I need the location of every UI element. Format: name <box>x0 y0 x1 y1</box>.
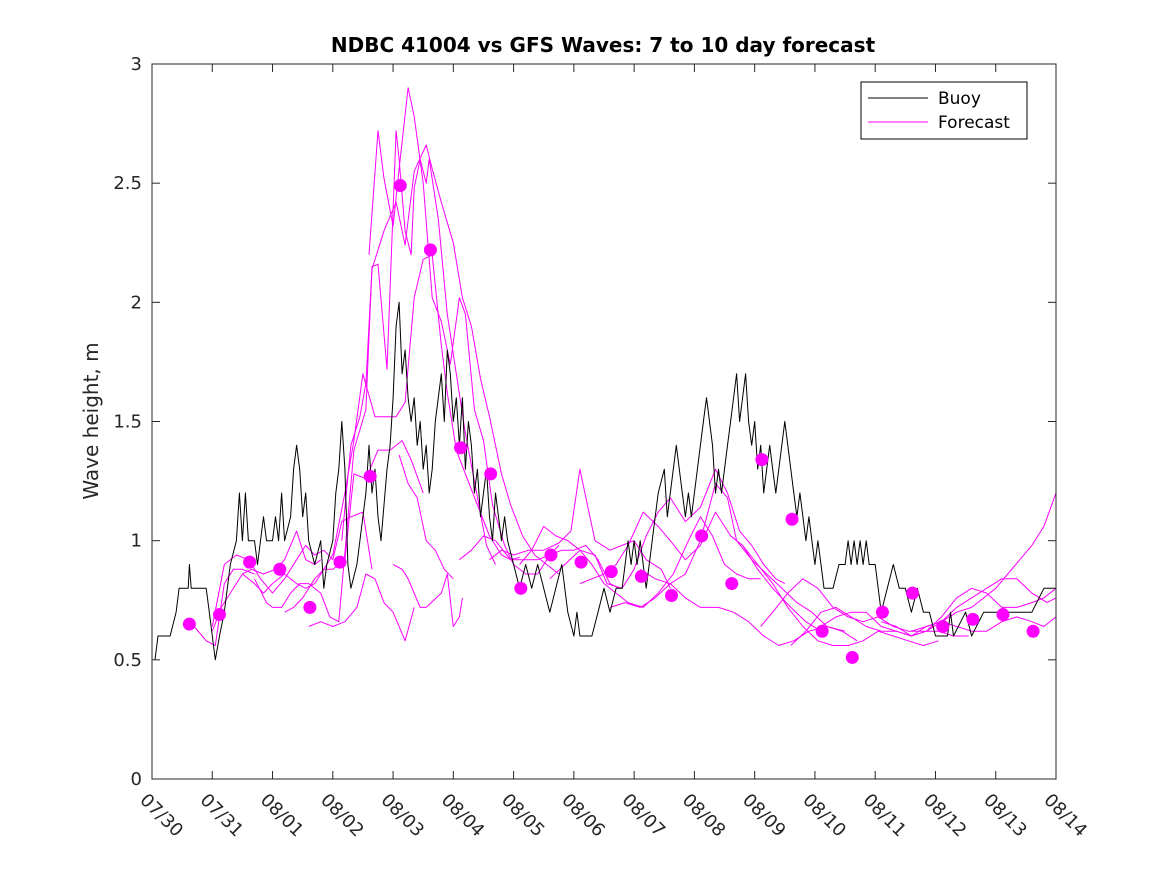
legend: Buoy Forecast <box>860 81 1028 140</box>
y-axis-ticks: 0 0.5 1 1.5 2 2.5 3 <box>113 54 1056 790</box>
forecast-marker-point <box>815 624 829 638</box>
forecast-series-line <box>519 516 761 608</box>
y-tick-label: 3 <box>131 54 142 75</box>
forecast-marker-point <box>906 586 920 600</box>
forecast-series-line <box>242 440 424 594</box>
y-tick-label: 2.5 <box>113 173 142 194</box>
forecast-marker-point <box>845 650 859 664</box>
buoy-series-line <box>154 301 1056 661</box>
forecast-series-line <box>193 568 255 646</box>
forecast-marker-point <box>514 581 528 595</box>
forecast-marker-point <box>634 569 648 583</box>
forecast-series-line <box>911 616 1057 632</box>
y-tick-label: 2 <box>131 292 142 313</box>
forecast-marker-point <box>1026 624 1040 638</box>
forecast-series-line <box>211 530 322 632</box>
forecast-series-line <box>284 254 520 613</box>
forecast-marker-point <box>574 555 588 569</box>
forecast-marker-point <box>303 600 317 614</box>
forecast-series-line <box>760 578 969 637</box>
forecast-marker-point <box>333 555 347 569</box>
y-tick-label: 1 <box>131 531 142 552</box>
forecast-series-line <box>341 144 560 575</box>
forecast-marker-point <box>484 467 498 481</box>
forecast-marker-point <box>182 617 196 631</box>
forecast-series-line <box>308 573 415 642</box>
forecast-marker-point <box>393 179 407 193</box>
y-axis-label: Wave height, m <box>79 342 103 499</box>
forecast-marker-point <box>243 555 257 569</box>
forecast-marker-point <box>212 608 226 622</box>
forecast-marker-point <box>604 565 618 579</box>
y-tick-label: 1.5 <box>113 412 142 433</box>
forecast-marker-point <box>785 512 799 526</box>
forecast-marker-point <box>363 469 377 483</box>
forecast-series-line <box>392 564 463 627</box>
forecast-marker-point <box>544 548 558 562</box>
forecast-marker-point <box>875 605 889 619</box>
forecast-series-line <box>254 130 496 623</box>
forecast-series-line <box>398 454 454 580</box>
forecast-marker-point <box>664 588 678 602</box>
forecast-markers-group <box>182 179 1040 664</box>
forecast-marker-point <box>273 562 287 576</box>
forecast-series-line <box>549 468 786 589</box>
forecast-marker-point <box>755 453 769 467</box>
forecast-series-line <box>881 587 1057 637</box>
forecast-marker-point <box>936 619 950 633</box>
y-tick-label: 0 <box>131 769 142 790</box>
forecast-marker-point <box>454 441 468 455</box>
forecast-series-line <box>609 483 846 632</box>
forecast-marker-point <box>695 529 709 543</box>
forecast-series-line <box>730 535 939 646</box>
forecast-marker-point <box>725 577 739 591</box>
forecast-marker-point <box>996 608 1010 622</box>
forecast-marker-point <box>423 243 437 257</box>
legend-box <box>860 81 1028 140</box>
y-tick-label: 0.5 <box>113 650 142 671</box>
forecast-series-line <box>368 87 560 575</box>
forecast-series-line <box>489 468 671 589</box>
chart-title: NDBC 41004 vs GFS Waves: 7 to 10 day for… <box>331 33 876 57</box>
legend-forecast-label: Forecast <box>938 113 1010 133</box>
forecast-marker-point <box>966 612 980 626</box>
legend-buoy-label: Buoy <box>938 89 981 109</box>
